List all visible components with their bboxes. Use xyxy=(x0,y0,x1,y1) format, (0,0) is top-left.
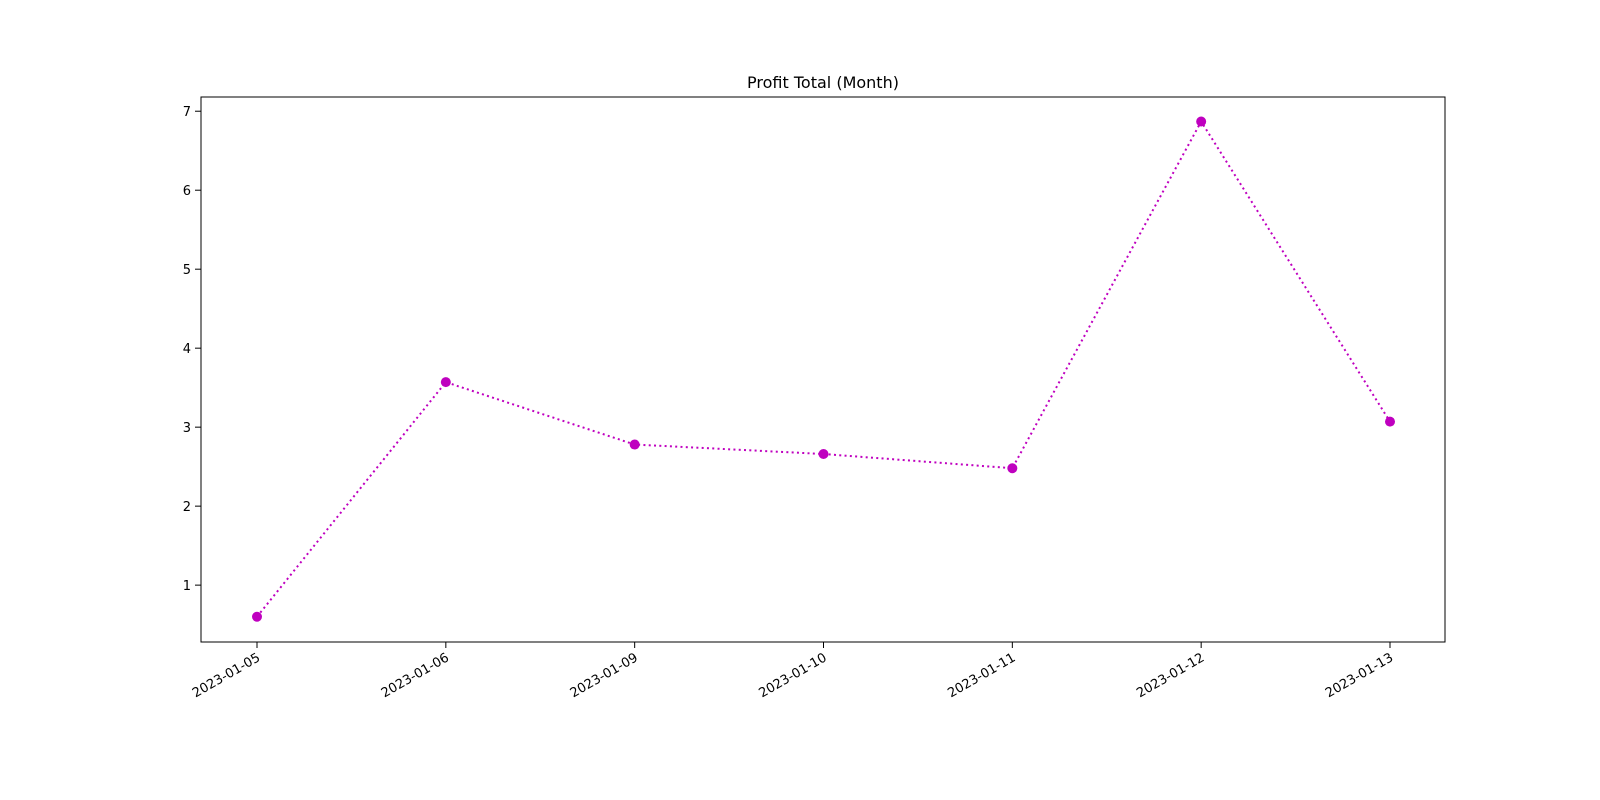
data-point xyxy=(629,439,640,450)
series-line xyxy=(256,119,1391,618)
y-tick-label: 7 xyxy=(183,105,191,120)
data-point xyxy=(252,611,262,622)
y-tick-label: 1 xyxy=(183,579,191,594)
series-layer xyxy=(252,116,1395,622)
y-tick-label: 5 xyxy=(183,263,191,278)
x-tick-label: 2023-01-09 xyxy=(568,650,641,701)
x-axis: 2023-01-05 2023-01-06 2023-01-09 2023-01-10… xyxy=(190,642,1396,701)
y-tick-label: 4 xyxy=(183,342,191,357)
x-tick-label: 2023-01-05 xyxy=(190,650,263,701)
x-tick-label: 2023-01-12 xyxy=(1134,650,1207,701)
x-tick-label: 2023-01-06 xyxy=(379,650,452,701)
x-tick-label: 2023-01-13 xyxy=(1323,650,1396,701)
data-point xyxy=(1007,463,1018,474)
y-tick-label: 3 xyxy=(183,421,191,436)
data-point xyxy=(818,449,829,460)
data-point xyxy=(1385,416,1395,427)
chart-title: Profit Total (Month) xyxy=(747,73,899,92)
y-axis: 1 2 3 4 5 6 7 xyxy=(183,105,201,594)
x-tick-label: 2023-01-11 xyxy=(945,650,1018,701)
y-tick-label: 2 xyxy=(183,500,191,515)
x-tick-label: 2023-01-10 xyxy=(757,650,830,701)
plot-area-frame xyxy=(200,96,1446,643)
data-point xyxy=(1196,116,1207,127)
y-tick-label: 6 xyxy=(183,184,191,199)
data-point xyxy=(440,377,451,388)
